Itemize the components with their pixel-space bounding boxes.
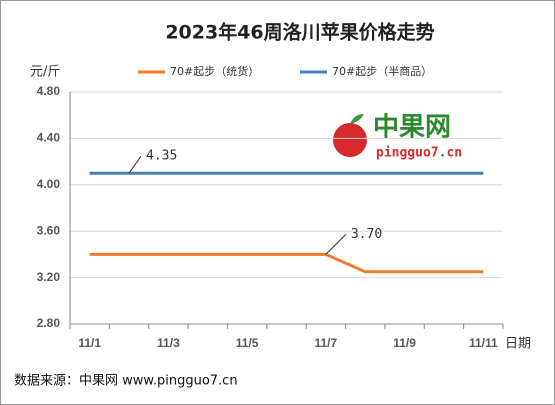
y-tick-label: 4.00	[37, 177, 61, 191]
y-tick-label: 4.40	[37, 131, 61, 145]
x-tick-label: 11/11	[469, 336, 498, 350]
logo-apple	[333, 123, 367, 157]
x-axis-label: 日期	[505, 337, 531, 352]
source-note: 数据来源：中果网 www.pingguo7.cn	[14, 374, 238, 389]
annotation: 4.35	[146, 149, 177, 164]
series-line	[89, 252, 484, 274]
watermark-name: 中果网	[373, 113, 451, 143]
y-tick-label: 4.80	[37, 84, 61, 98]
annotation-leader	[325, 234, 347, 255]
y-axis-label: 元/斤	[30, 65, 60, 80]
x-tick-label: 11/9	[393, 336, 416, 350]
logo-leaf	[350, 114, 364, 124]
watermark-url: pingguo7.cn	[376, 146, 462, 161]
x-tick-label: 11/7	[315, 336, 338, 350]
legend-label: 70#起步（半商品）	[332, 64, 432, 78]
x-tick-label: 11/3	[157, 336, 180, 350]
x-tick-label: 11/1	[78, 336, 101, 350]
annotation-leader	[128, 155, 142, 174]
watermark: 中果网 pingguo7.cn	[333, 113, 462, 161]
y-tick-label: 3.20	[37, 270, 61, 284]
legend-label: 70#起步（统货）	[170, 64, 259, 78]
annotation: 3.70	[351, 227, 382, 242]
x-tick-label: 11/5	[236, 336, 259, 350]
y-tick-label: 3.60	[37, 223, 61, 237]
chart-title: 2023年46周洛川苹果价格走势	[165, 21, 434, 44]
y-tick-label: 2.80	[37, 316, 61, 330]
